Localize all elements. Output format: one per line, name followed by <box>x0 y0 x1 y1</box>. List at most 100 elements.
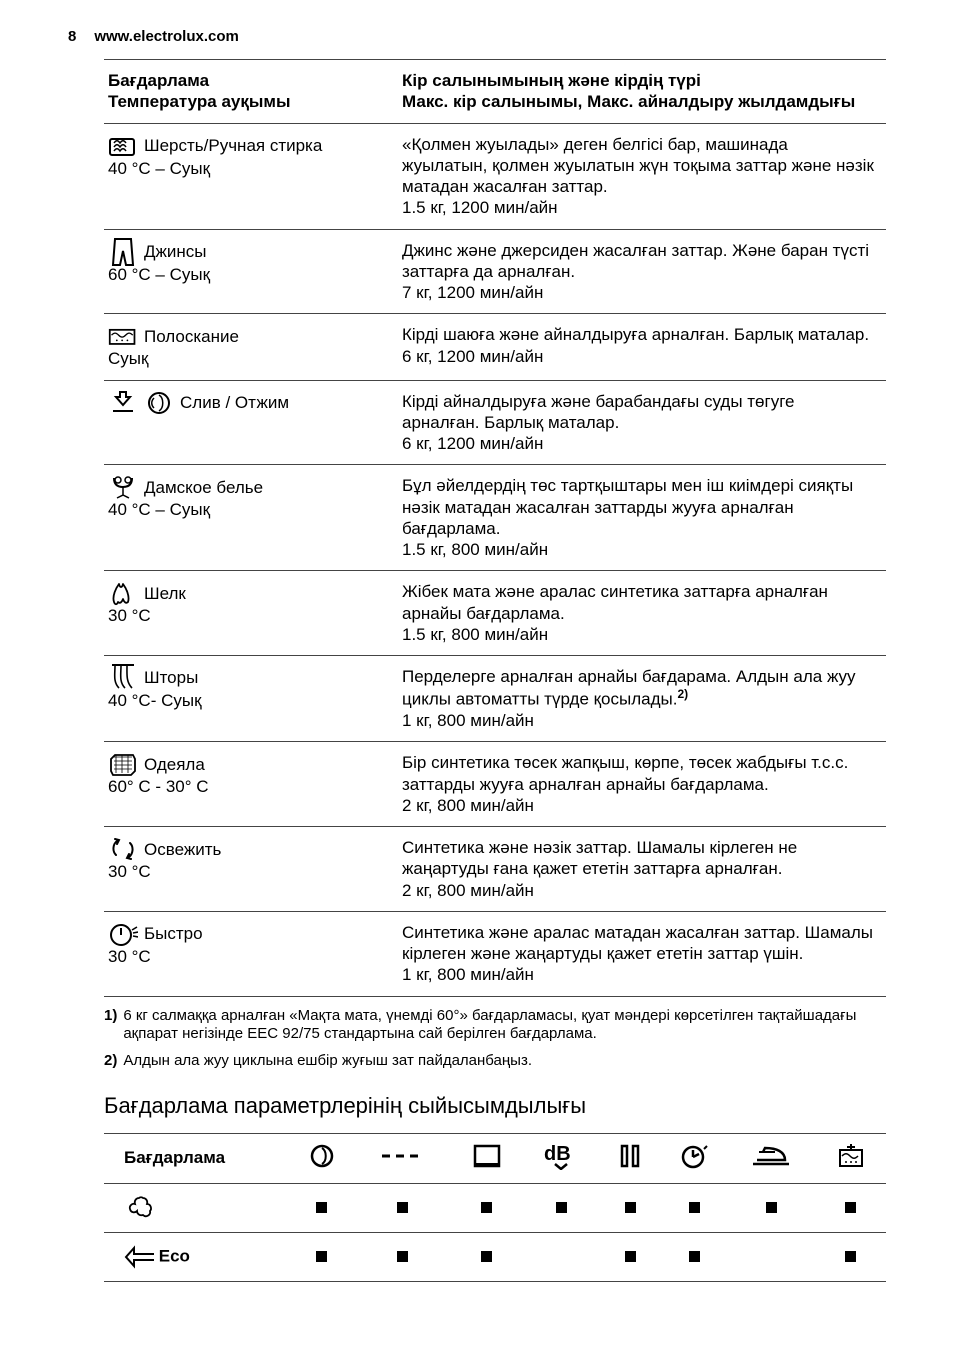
program-desc-cell: Кірді айналдыруға және барабандағы суды … <box>398 380 886 465</box>
page-number: 8 <box>68 28 76 45</box>
program-desc-cell: Синтетика және аралас матадан жасалған з… <box>398 911 886 996</box>
program-spec: 6 кг, 1200 мин/айн <box>402 433 876 454</box>
compat-mark <box>290 1183 354 1232</box>
compat-mark <box>522 1183 599 1232</box>
footnote-1-num: 1) <box>104 1007 117 1045</box>
col-header-description: Кір салынымының және кірдің түрі Макс. к… <box>398 60 886 124</box>
program-desc: Кірді айналдыруға және барабандағы суды … <box>402 391 876 434</box>
compat-mark <box>728 1183 816 1232</box>
col-header-program: Бағдарлама Температура ауқымы <box>104 60 398 124</box>
compat-mark <box>600 1183 661 1232</box>
compat-header-icon: dB <box>522 1133 599 1183</box>
program-temp: 60° C - 30° C <box>108 776 388 797</box>
program-desc-cell: Джинс және джерсиден жасалған заттар. Жә… <box>398 229 886 314</box>
program-desc: «Қолмен жуылады» деген белгісі бар, маши… <box>402 134 876 198</box>
program-desc-cell: Синтетика және нәзік заттар. Шамалы кірл… <box>398 827 886 912</box>
program-temp: 30 °C <box>108 605 388 626</box>
program-temp: 30 °C <box>108 946 388 967</box>
program-desc: Бір синтетика төсек жапқыш, көрпе, төсек… <box>402 752 876 795</box>
compat-heading: Бағдарлама параметрлерінің сыйысымдылығы <box>104 1093 886 1119</box>
program-spec: 1.5 кг, 1200 мин/айн <box>402 197 876 218</box>
program-desc-cell: Кірді шаюға және айналдыруға арналған. Б… <box>398 314 886 380</box>
program-spec: 1.5 кг, 800 мин/айн <box>402 539 876 560</box>
compat-mark <box>290 1232 354 1281</box>
program-cell: Быстро30 °C <box>104 911 398 996</box>
compat-mark <box>354 1232 452 1281</box>
compat-mark <box>728 1232 816 1281</box>
program-cell: Шторы40 °C- Суық <box>104 656 398 742</box>
program-spec: 2 кг, 800 мин/айн <box>402 795 876 816</box>
program-name: Слив / Отжим <box>180 392 289 413</box>
compat-mark <box>452 1183 523 1232</box>
duvet-icon <box>108 752 138 776</box>
program-desc-cell: «Қолмен жуылады» деген белгісі бар, маши… <box>398 123 886 229</box>
program-cell: Джинсы60 °C – Суық <box>104 229 398 314</box>
program-cell: Освежить30 °C <box>104 827 398 912</box>
program-desc-cell: Перделерге арналған арнайы бағдарама. Ал… <box>398 656 886 742</box>
program-spec: 1 кг, 800 мин/айн <box>402 710 876 731</box>
compat-table: Бағдарлама dB Eco <box>104 1133 886 1282</box>
program-cell: Слив / Отжим <box>104 380 398 465</box>
program-cell: Одеяла60° C - 30° C <box>104 742 398 827</box>
program-desc: Жібек мата және аралас синтетика заттарғ… <box>402 581 876 624</box>
jeans-icon <box>108 240 138 264</box>
program-desc-cell: Бұл әйелдердің төс тартқыштары мен іш ки… <box>398 465 886 571</box>
wool-icon <box>108 134 138 158</box>
drain-icon <box>108 391 138 415</box>
compat-mark <box>452 1232 523 1281</box>
footnote-2-num: 2) <box>104 1052 117 1071</box>
refresh-icon <box>108 837 138 861</box>
compat-mark <box>600 1232 661 1281</box>
program-name: Шторы <box>144 667 198 688</box>
program-name: Полоскание <box>144 326 239 347</box>
program-desc: Кірді шаюға және айналдыруға арналған. Б… <box>402 324 876 345</box>
svg-text:dB: dB <box>544 1143 571 1165</box>
page-header: 8 www.electrolux.com <box>68 28 886 45</box>
compat-mark <box>815 1232 886 1281</box>
rinse-icon <box>108 324 138 348</box>
compat-header-icon <box>815 1133 886 1183</box>
program-name: Шерсть/Ручная стирка <box>144 135 322 156</box>
header-program-line2: Температура ауқымы <box>108 91 388 112</box>
program-desc: Синтетика және нәзік заттар. Шамалы кірл… <box>402 837 876 880</box>
footnotes: 1) 6 кг салмаққа арналған «Мақта мата, ү… <box>104 1007 886 1071</box>
spin-icon <box>144 391 174 415</box>
program-name: Дамское белье <box>144 477 263 498</box>
program-spec: 6 кг, 1200 мин/айн <box>402 346 876 367</box>
program-cell: Шелк30 °C <box>104 571 398 656</box>
program-name: Джинсы <box>144 241 207 262</box>
program-temp: 40 °C- Суық <box>108 690 388 711</box>
compat-header-icon <box>660 1133 727 1183</box>
header-program-line1: Бағдарлама <box>108 70 388 91</box>
compat-mark <box>354 1183 452 1232</box>
program-temp: 60 °C – Суық <box>108 264 388 285</box>
program-desc: Синтетика және аралас матадан жасалған з… <box>402 922 876 965</box>
program-cell: ПолосканиеСуық <box>104 314 398 380</box>
program-desc-cell: Бір синтетика төсек жапқыш, көрпе, төсек… <box>398 742 886 827</box>
silk-icon <box>108 581 138 605</box>
program-name: Шелк <box>144 583 186 604</box>
compat-mark <box>660 1232 727 1281</box>
program-desc-cell: Жібек мата және аралас синтетика заттарғ… <box>398 571 886 656</box>
program-spec: 1.5 кг, 800 мин/айн <box>402 624 876 645</box>
footnote-2-text: Алдын ала жуу циклына ешбір жуғыш зат па… <box>123 1052 532 1071</box>
compat-header-icon <box>600 1133 661 1183</box>
program-temp: 40 °C – Суық <box>108 499 388 520</box>
program-name: Освежить <box>144 839 221 860</box>
program-temp: 30 °C <box>108 861 388 882</box>
program-spec: 1 кг, 800 мин/айн <box>402 964 876 985</box>
site-url: www.electrolux.com <box>94 28 239 45</box>
curtains-icon <box>108 666 138 690</box>
program-name: Одеяла <box>144 754 205 775</box>
compat-header-icon <box>728 1133 816 1183</box>
compat-header-icon <box>290 1133 354 1183</box>
program-spec: 2 кг, 800 мин/айн <box>402 880 876 901</box>
compat-row-label: Eco <box>104 1232 290 1281</box>
program-spec: 7 кг, 1200 мин/айн <box>402 282 876 303</box>
compat-row-label <box>104 1183 290 1232</box>
programs-table: Бағдарлама Температура ауқымы Кір салыны… <box>104 59 886 997</box>
program-name: Быстро <box>144 923 203 944</box>
compat-header-icon <box>452 1133 523 1183</box>
header-desc-line1: Кір салынымының және кірдің түрі <box>402 70 876 91</box>
program-desc: Джинс және джерсиден жасалған заттар. Жә… <box>402 240 876 283</box>
